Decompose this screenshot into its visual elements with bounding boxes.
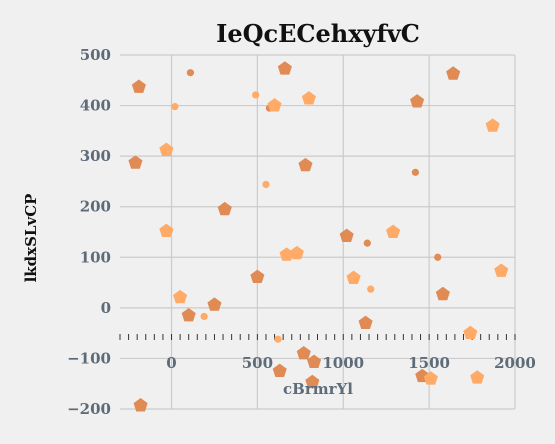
scatter-point — [159, 223, 174, 237]
scatter-point — [262, 180, 270, 189]
scatter-point — [217, 201, 232, 216]
scatter-point — [277, 61, 292, 75]
scatter-point — [200, 312, 208, 321]
scatter-point — [434, 253, 442, 261]
scatter-point — [159, 142, 174, 157]
scatter-point — [252, 91, 260, 99]
y-tick-label: −100 — [67, 349, 111, 367]
scatter-point — [446, 66, 461, 80]
x-tick-label: 0 — [166, 354, 176, 372]
scatter-point — [296, 345, 311, 360]
scatter-point — [410, 94, 425, 108]
scatter-point — [301, 91, 316, 105]
scatter-point — [339, 228, 354, 243]
scatter-point — [363, 239, 371, 247]
y-tick-label: 200 — [80, 198, 111, 216]
data-points — [128, 61, 509, 412]
scatter-point — [305, 374, 320, 389]
scatter-point — [307, 354, 322, 368]
tick-labels: −200 −100 0 100 200 300 400 500 0 500 1000 1500 2000 — [67, 46, 536, 418]
scatter-point — [186, 69, 195, 77]
scatter-point — [367, 285, 375, 293]
scatter-point — [171, 102, 179, 111]
scatter-point — [274, 335, 282, 343]
x-tick-label: 2000 — [494, 354, 536, 372]
scatter-point — [267, 98, 282, 112]
scatter-point — [279, 247, 294, 261]
scatter-point — [250, 269, 265, 283]
grid — [120, 54, 516, 410]
scatter-point — [470, 370, 485, 384]
scatter-point — [128, 155, 143, 169]
chart-title: IeQcECehxyfvC — [216, 19, 420, 48]
scatter-point — [485, 118, 500, 132]
scatter-point — [173, 289, 188, 304]
scatter-point — [386, 224, 401, 238]
scatter-point — [298, 157, 313, 172]
x-axis-label: cBrmrYl — [283, 380, 353, 398]
y-tick-label: 100 — [80, 248, 111, 266]
scatter-point — [463, 325, 478, 340]
x-tick-label: 1000 — [322, 354, 364, 372]
scatter-point — [358, 315, 373, 330]
scatter-point — [131, 79, 146, 93]
y-tick-label: 400 — [80, 97, 111, 115]
x-tick-label: 500 — [242, 354, 273, 372]
scatter-point — [207, 297, 222, 311]
scatter-point — [289, 245, 304, 260]
scatter-point — [181, 308, 196, 322]
scatter-point — [494, 263, 509, 277]
scatter-point — [411, 168, 419, 176]
y-tick-label: −200 — [67, 400, 111, 418]
y-axis-label: lkdxSLvCP — [22, 194, 40, 283]
x-tick-label: 1500 — [408, 354, 450, 372]
y-tick-label: 300 — [80, 147, 111, 165]
scatter-point — [423, 371, 438, 385]
scatter-point — [133, 398, 148, 412]
scatter-point — [346, 270, 361, 285]
scatter-point — [435, 286, 450, 301]
y-tick-label: 0 — [101, 299, 111, 317]
scatter-point — [272, 363, 287, 378]
y-tick-label: 500 — [80, 46, 111, 64]
axis-ticks — [119, 334, 516, 340]
